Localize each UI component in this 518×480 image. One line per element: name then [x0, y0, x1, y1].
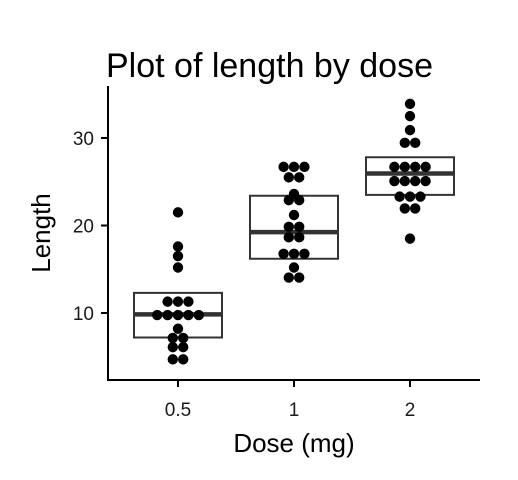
- dot-point: [183, 309, 194, 321]
- dot-point: [410, 137, 421, 149]
- dot-point: [420, 175, 431, 187]
- dot-point: [183, 296, 194, 307]
- dot-point: [278, 248, 289, 259]
- dot-point: [399, 175, 410, 187]
- dot-point: [283, 272, 294, 283]
- dot-point: [394, 191, 405, 202]
- y-tick-label: 10: [73, 304, 94, 325]
- chart-title: Plot of length by dose: [106, 47, 433, 85]
- dot-point: [283, 172, 294, 183]
- dot-point: [299, 248, 310, 259]
- x-tick-label: 1: [289, 400, 300, 421]
- dots-layer: [152, 98, 431, 365]
- dot-point: [278, 161, 289, 173]
- y-tick-label: 20: [73, 217, 94, 238]
- y-tick-label: 30: [73, 129, 94, 150]
- dot-point: [172, 309, 184, 321]
- x-ticks: 0.5 1 2: [165, 380, 416, 421]
- dot-point: [162, 296, 173, 307]
- dot-point: [404, 110, 416, 122]
- dot-point: [294, 221, 305, 233]
- dot-point: [404, 98, 416, 110]
- dot-point: [162, 309, 173, 321]
- dot-point: [404, 191, 416, 202]
- dot-point: [294, 172, 305, 183]
- dot-point: [172, 323, 184, 334]
- dot-point: [152, 309, 163, 321]
- dot-point: [172, 262, 184, 273]
- dot-point: [172, 296, 184, 307]
- box-2: [365, 156, 455, 196]
- dot-point: [410, 175, 421, 187]
- x-tick-label: 0.5: [165, 400, 191, 421]
- dot-point: [420, 161, 431, 173]
- dot-point: [389, 161, 400, 173]
- dot-point: [167, 341, 178, 353]
- dot-point: [399, 161, 410, 173]
- dot-point: [172, 250, 184, 262]
- dot-point: [288, 248, 300, 259]
- dot-point: [178, 341, 189, 353]
- x-tick-label: 2: [405, 400, 416, 421]
- dot-point: [288, 188, 300, 200]
- dot-point: [410, 203, 421, 214]
- dot-point: [172, 241, 184, 252]
- dot-point: [399, 137, 410, 149]
- dot-point: [193, 309, 204, 321]
- dot-point: [178, 332, 189, 344]
- y-ticks: 10 20 30: [73, 129, 108, 325]
- dot-point: [415, 191, 426, 202]
- dot-point: [172, 207, 184, 218]
- dot-point: [404, 233, 416, 244]
- dot-point: [288, 262, 300, 273]
- x-axis-title: Dose (mg): [233, 428, 354, 458]
- dot-point: [283, 221, 294, 233]
- dot-point: [178, 354, 189, 365]
- dot-point: [410, 161, 421, 173]
- dot-point: [167, 354, 178, 365]
- dot-point: [283, 232, 294, 243]
- dot-point: [294, 232, 305, 243]
- dot-point: [404, 124, 416, 136]
- dot-point: [399, 203, 410, 214]
- dot-point: [288, 161, 300, 173]
- dot-point: [167, 332, 178, 344]
- dot-point: [294, 272, 305, 283]
- dot-point: [288, 209, 300, 221]
- y-axis-title: Length: [26, 193, 56, 273]
- dot-point: [299, 161, 310, 173]
- dot-point: [389, 175, 400, 187]
